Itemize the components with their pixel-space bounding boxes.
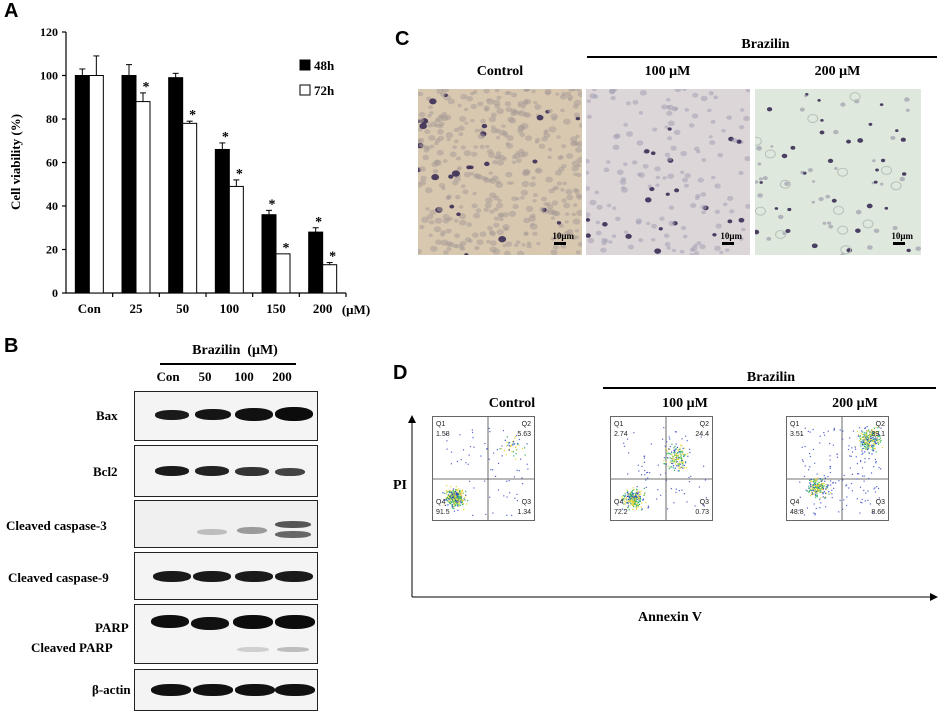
protein-label-bcl2: Bcl2 [93,464,118,479]
panel-d-col-100: 100 μM [662,396,708,411]
legend-swatch [299,84,311,96]
x-tick-label: 200 [313,301,333,316]
panel-c-col-200: 200 μM [814,64,861,79]
bar-72h [88,75,104,294]
protein-label-cleaved-caspase-9: Cleaved caspase-9 [8,570,109,585]
significance-marker: * [143,80,150,95]
bar-48h [121,75,137,294]
significance-marker: * [222,130,229,145]
panel-b-header-line [160,363,296,365]
blot-bcl2 [134,445,318,497]
flow-plot-control: Q1 1.58 Q2 5.63 Q4 91.5 Q3 1.34 [432,416,535,521]
panel-b-label: B [4,335,19,357]
bar-48h [308,231,324,294]
panel-d-y-label: PI [393,478,407,493]
y-tick-label: 40 [46,199,58,213]
bar-72h [182,122,198,294]
scale-bar-label: 10μm [891,231,913,241]
panel-d-header-line [603,387,936,389]
bar-48h [74,75,90,294]
bar-72h [228,185,244,294]
lane-label-con: Con [156,369,180,384]
protein-label-parp: PARP [95,620,129,635]
significance-marker: * [283,241,290,256]
lane-label-100: 100 [234,369,254,384]
chart-legend: 48h 72h [299,58,335,98]
bar-72h [275,253,291,294]
protein-label-beta-actin: β-actin [92,682,131,697]
panel-c-header-line [587,56,937,58]
significance-marker: * [236,167,243,182]
x-tick-label: Con [78,301,102,316]
blot-cleaved-caspase-3 [134,500,318,548]
scale-bar [722,242,734,245]
protein-label-bax: Bax [96,408,118,423]
legend-label: 48h [314,58,335,73]
y-tick-label: 100 [40,69,58,83]
scale-bar [554,242,566,245]
panel-c-col-100: 100 μM [644,64,691,79]
blot-beta-actin [134,669,318,711]
scale-bar [893,242,905,245]
significance-marker: * [315,215,322,230]
protein-label-cleaved-caspase-3: Cleaved caspase-3 [6,518,107,533]
panel-d-label: D [393,362,408,384]
flow-plot-100um: Q1 2.74 Q2 24.4 Q4 72.2 Q3 0.73 [610,416,713,521]
micrograph-100um: 10μm [586,89,750,255]
scale-bar-label: 10μm [720,231,742,241]
lane-label-50: 50 [198,369,212,384]
panel-d-axes [408,415,938,601]
scale-bar-label: 10μm [552,231,574,241]
y-tick-label: 0 [52,286,58,300]
panel-d-col-control: Control [488,396,536,411]
cell-viability-bar-chart: Cell viability (%) (μM) 0 20 40 60 80 100 120 C… [8,25,370,317]
legend-swatch [299,59,311,71]
x-tick-label: 50 [176,301,189,316]
lane-label-200: 200 [272,369,292,384]
flow-plot-200um: Q1 3.51 Q2 39.1 Q4 48.8 Q3 8.66 [786,416,889,521]
protein-label-cleaved-parp: Cleaved PARP [31,640,113,655]
panel-c-col-control: Control [476,64,524,79]
legend-label: 72h [314,83,335,98]
significance-marker: * [329,250,336,265]
panel-d-col-200: 200 μM [832,396,878,411]
blot-cleaved-caspase-9 [134,552,318,600]
panel-d-x-label: Annexin V [638,610,702,625]
y-axis-label: Cell viability (%) [8,114,23,210]
panel-c-label: C [395,28,410,50]
significance-marker: * [269,197,276,212]
panel-b-header: Brazilin (μM) [192,343,278,358]
x-tick-label: 25 [130,301,144,316]
bar-48h [261,214,277,294]
y-tick-label: 80 [46,112,58,126]
x-axis-unit: (μM) [342,302,370,317]
bar-72h [135,101,151,294]
bar-72h [322,264,338,294]
y-tick-label: 20 [46,243,58,257]
panel-a-label: A [4,0,19,22]
blot-bax [134,391,318,441]
panel-c-header: Brazilin [741,37,790,52]
bar-48h [168,77,184,294]
y-tick-label: 60 [46,156,58,170]
micrograph-control: 10μm [418,89,582,255]
x-tick-label: 100 [220,301,240,316]
micrograph-200um: 10μm [755,89,921,255]
significance-marker: * [189,108,196,123]
bar-48h [214,148,230,294]
y-tick-label: 120 [40,25,58,39]
blot-parp [134,604,318,664]
panel-d-header: Brazilin [746,370,796,385]
x-tick-label: 150 [266,301,286,316]
